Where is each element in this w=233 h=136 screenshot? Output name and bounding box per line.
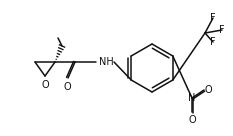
Text: O: O bbox=[188, 115, 196, 125]
Text: O: O bbox=[204, 85, 212, 95]
Text: O: O bbox=[63, 82, 71, 92]
Text: F: F bbox=[210, 13, 216, 23]
Text: F: F bbox=[219, 25, 225, 35]
Text: NH: NH bbox=[99, 57, 114, 67]
Text: F: F bbox=[210, 37, 216, 47]
Text: N: N bbox=[188, 93, 196, 103]
Text: O: O bbox=[41, 80, 49, 90]
